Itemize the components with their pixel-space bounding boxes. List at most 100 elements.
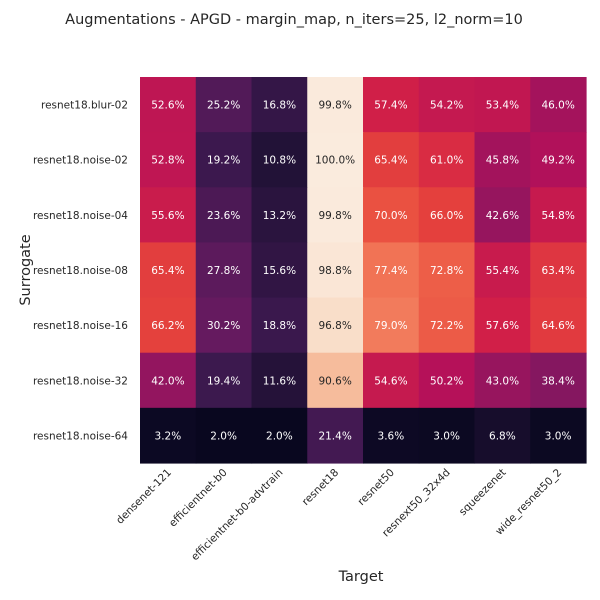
heatmap-cell-label: 46.0%: [541, 100, 574, 112]
heatmap-cell: [251, 132, 308, 188]
x-tick-label: efficientnet-b0-advtrain: [189, 467, 285, 563]
heatmap-cell-label: 96.8%: [318, 320, 351, 332]
heatmap-cell-label: 19.2%: [207, 155, 240, 167]
heatmap-cell: [418, 242, 476, 299]
chart-title: Augmentations - APGD - margin_map, n_ite…: [65, 12, 523, 28]
heatmap-cell: [307, 77, 364, 133]
heatmap-cell-label: 99.8%: [318, 210, 351, 222]
heatmap-cell-label: 66.0%: [430, 210, 463, 222]
heatmap-cell-label: 79.0%: [374, 320, 407, 332]
heatmap-cell: [307, 132, 364, 188]
heatmap-cell-label: 25.2%: [207, 100, 240, 112]
heatmap-cell-label: 100.0%: [315, 155, 355, 167]
heatmap-cell: [363, 407, 420, 464]
heatmap-cell: [307, 187, 364, 244]
heatmap-cell: [195, 297, 253, 354]
heatmap-cell: [251, 352, 308, 409]
heatmap-cell-label: 53.4%: [486, 100, 519, 112]
heatmap-cell: [530, 132, 587, 188]
heatmap-cell-label: 3.6%: [378, 430, 405, 442]
heatmap-cell-label: 54.2%: [430, 100, 463, 112]
heatmap-cell: [140, 187, 197, 244]
heatmap-cell-label: 3.0%: [545, 430, 572, 442]
heatmap-cell-label: 18.8%: [263, 320, 296, 332]
heatmap-cell: [140, 352, 197, 409]
heatmap-cell: [530, 352, 587, 409]
heatmap-cell: [418, 187, 476, 244]
heatmap-cell-label: 98.8%: [318, 265, 351, 277]
heatmap-cell-label: 66.2%: [151, 320, 184, 332]
heatmap-cell-label: 57.6%: [486, 320, 519, 332]
heatmap-cell-label: 2.0%: [210, 430, 237, 442]
heatmap-cell-label: 42.6%: [486, 210, 519, 222]
heatmap-cell-label: 3.0%: [433, 430, 460, 442]
heatmap-cell: [474, 407, 531, 464]
heatmap-cell-label: 55.4%: [486, 265, 519, 277]
heatmap-cell: [530, 187, 587, 244]
heatmap-cell-label: 61.0%: [430, 155, 463, 167]
heatmap-cell-label: 30.2%: [207, 320, 240, 332]
y-tick-label: resnet18.blur-02: [41, 100, 128, 112]
heatmap-cell: [418, 77, 476, 133]
heatmap-cell: [363, 242, 420, 299]
heatmap-cell: [307, 297, 364, 354]
heatmap-cell-label: 27.8%: [207, 265, 240, 277]
heatmap-cell: [140, 407, 197, 464]
heatmap-cell: [474, 242, 531, 299]
heatmap-cell-label: 6.8%: [489, 430, 516, 442]
heatmap-cell: [251, 407, 308, 464]
heatmap-cell: [363, 297, 420, 354]
heatmap-cell: [195, 242, 253, 299]
heatmap-cell-label: 52.6%: [151, 100, 184, 112]
heatmap-cell: [140, 297, 197, 354]
heatmap-cell: [474, 77, 531, 133]
heatmap-cell: [195, 77, 253, 133]
heatmap-cell: [418, 132, 476, 188]
heatmap-cell-label: 21.4%: [318, 430, 351, 442]
y-tick-label: resnet18.noise-64: [33, 430, 128, 442]
heatmap-cell: [195, 132, 253, 188]
heatmap-cell-label: 50.2%: [430, 375, 463, 387]
heatmap-cell-label: 11.6%: [263, 375, 296, 387]
heatmap-cell: [195, 187, 253, 244]
heatmap-cell: [530, 242, 587, 299]
heatmap-cell: [418, 352, 476, 409]
heatmap-cell-label: 52.8%: [151, 155, 184, 167]
heatmap-cell: [418, 297, 476, 354]
heatmap-cell-label: 99.8%: [318, 100, 351, 112]
heatmap-cell: [474, 352, 531, 409]
heatmap-cell: [474, 187, 531, 244]
heatmap-cell: [474, 132, 531, 188]
x-tick-label: densenet-121: [114, 467, 174, 527]
heatmap-cell-label: 72.8%: [430, 265, 463, 277]
y-tick-label: resnet18.noise-04: [33, 210, 128, 222]
heatmap-cell: [530, 407, 587, 464]
heatmap-cell: [251, 77, 308, 133]
heatmap-cell-label: 45.8%: [486, 155, 519, 167]
heatmap-cell: [530, 77, 587, 133]
heatmap-cell-label: 19.4%: [207, 375, 240, 387]
heatmap-cell: [140, 242, 197, 299]
heatmap-cell-label: 3.2%: [155, 430, 182, 442]
heatmap-cell-label: 65.4%: [374, 155, 407, 167]
heatmap-cell-label: 16.8%: [263, 100, 296, 112]
heatmap-cell: [307, 407, 364, 464]
heatmap-cell: [474, 297, 531, 354]
heatmap-cell-label: 65.4%: [151, 265, 184, 277]
x-tick-label: resnet18: [300, 467, 341, 508]
heatmap-cell-label: 43.0%: [486, 375, 519, 387]
heatmap-cell: [363, 132, 420, 188]
heatmap-cell-label: 57.4%: [374, 100, 407, 112]
y-tick-labels: resnet18.blur-02 resnet18.noise-02 resnet1…: [33, 100, 128, 443]
heatmap-cell: [140, 132, 197, 188]
x-axis-label: Target: [338, 569, 384, 585]
heatmap-cell-labels: 52.6% 25.2% 16.8% 99.8% 57.4% 54.2% 53.4% 46.0%…: [151, 100, 575, 443]
heatmap-cell-label: 90.6%: [318, 375, 351, 387]
heatmap-cell-label: 23.6%: [207, 210, 240, 222]
heatmap-cell-label: 54.8%: [541, 210, 574, 222]
heatmap-cell: [251, 242, 308, 299]
y-tick-label: resnet18.noise-32: [33, 375, 128, 387]
heatmap-cell-label: 15.6%: [263, 265, 296, 277]
heatmap-cell: [195, 407, 253, 464]
